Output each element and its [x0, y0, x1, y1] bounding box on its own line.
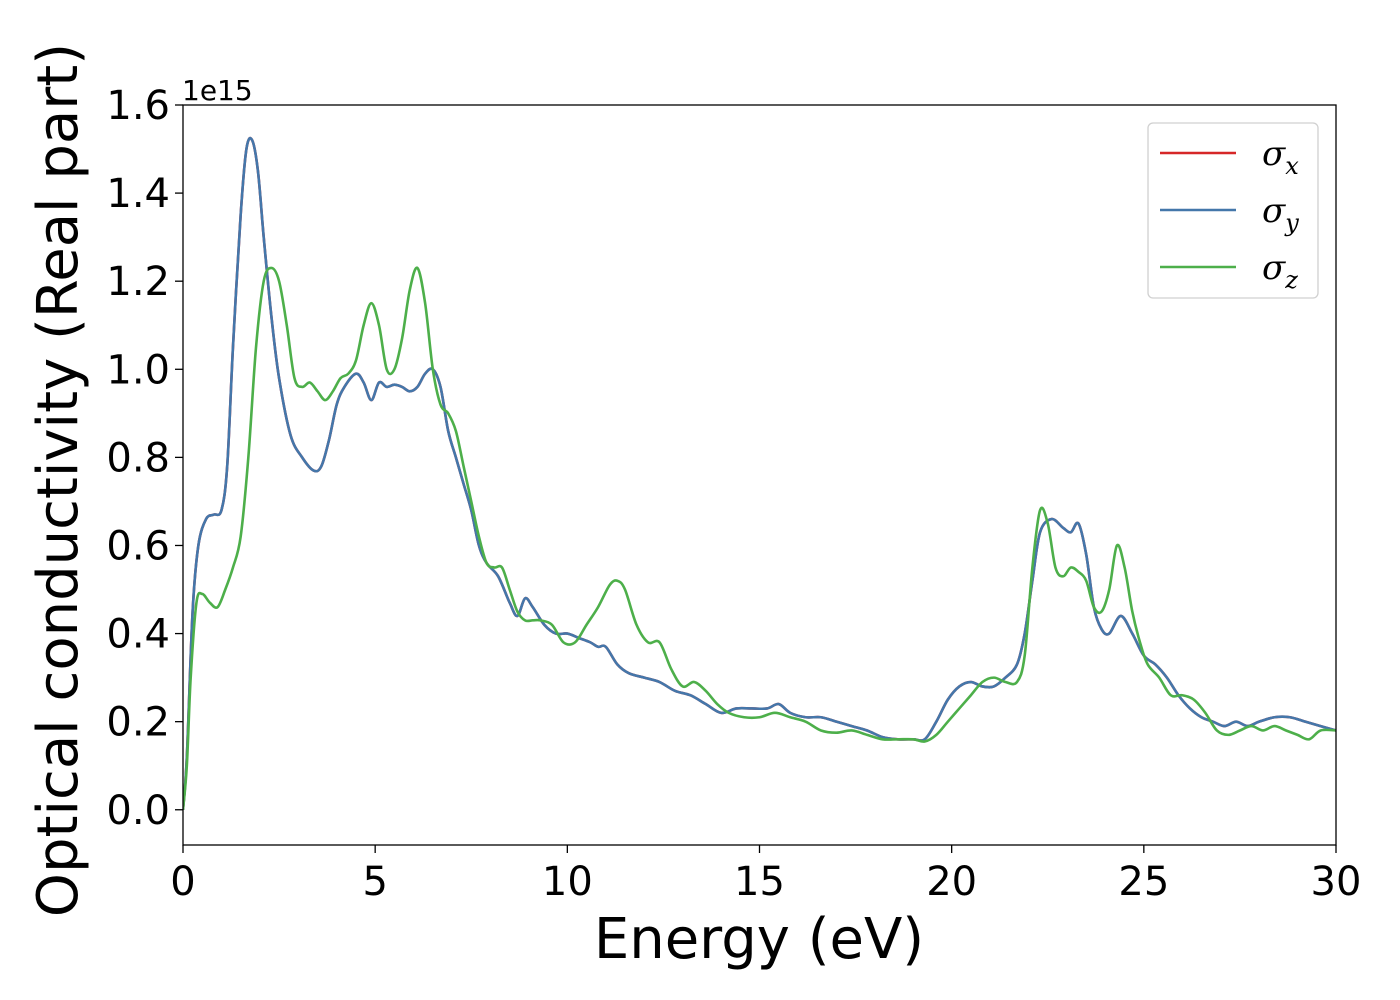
- y-tick-label: 1.4: [106, 171, 170, 217]
- plot-area: [183, 105, 1336, 845]
- y-tick-label: 0.0: [106, 788, 170, 834]
- x-tick-label: 0: [170, 859, 195, 905]
- x-tick-label: 30: [1311, 859, 1362, 905]
- series-line-sigma-z: [183, 266, 1336, 810]
- y-tick-label: 0.2: [106, 700, 170, 746]
- y-tick-label: 0.8: [106, 435, 170, 481]
- series-layer: [183, 136, 1336, 810]
- x-axis-label: Energy (eV): [594, 907, 924, 972]
- x-tick-label: 20: [926, 859, 977, 905]
- legend-label-y: σy: [1262, 191, 1299, 237]
- x-tick-label: 10: [542, 859, 593, 905]
- x-tick-label: 25: [1118, 859, 1169, 905]
- plot-background: [183, 105, 1336, 845]
- series-line-sigma-y: [183, 136, 1336, 810]
- legend: σx σy σz: [1147, 122, 1319, 299]
- ticks: 0 5 10 15 20 25 30 0.0 0.2 0.4 0.6 0.8 1.0 1.2 1.4 1.6: [106, 83, 1361, 905]
- y-tick-label: 1.6: [106, 83, 170, 129]
- y-tick-label: 1.0: [106, 347, 170, 393]
- x-tick-label: 5: [362, 859, 387, 905]
- legend-label-z: σz: [1262, 248, 1298, 294]
- y-tick-label: 0.6: [106, 523, 170, 569]
- legend-label-x: σx: [1262, 134, 1299, 180]
- y-tick-label: 1.2: [106, 259, 170, 305]
- y-axis-label: Optical conductivity (Real part): [26, 43, 91, 917]
- y-tick-label: 0.4: [106, 612, 170, 658]
- x-tick-label: 15: [734, 859, 785, 905]
- y-offset-text: 1e15: [182, 74, 253, 107]
